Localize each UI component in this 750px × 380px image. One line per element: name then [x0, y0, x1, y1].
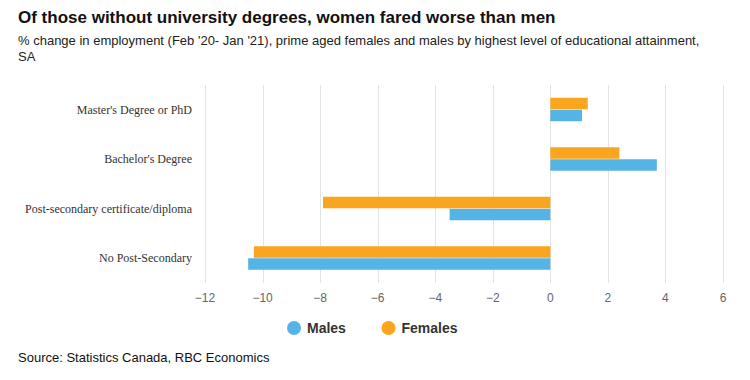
bar [450, 209, 551, 221]
bar [550, 110, 582, 122]
bar [550, 159, 656, 171]
bars [248, 98, 657, 270]
tick-label: −6 [371, 291, 385, 305]
subtitle: % change in employment (Feb '20- Jan '21… [18, 33, 718, 65]
category-label: Post-secondary certificate/diploma [25, 202, 193, 216]
legend-label: Males [307, 320, 346, 336]
category-label: Master's Degree or PhD [77, 103, 192, 117]
grid-line [608, 85, 609, 283]
tick-label: −4 [428, 291, 442, 305]
legend-marker [287, 321, 301, 335]
legend-marker [382, 321, 396, 335]
tick-label: 0 [547, 291, 554, 305]
tick-label: −2 [486, 291, 500, 305]
bar [550, 147, 619, 159]
tick-label: −12 [195, 291, 216, 305]
bar [248, 258, 550, 270]
bar [550, 98, 587, 110]
grid-line [723, 85, 724, 283]
legend-label: Females [402, 320, 458, 336]
source: Source: Statistics Canada, RBC Economics [18, 350, 269, 365]
bar [254, 246, 550, 258]
category-label: No Post-Secondary [99, 251, 192, 265]
bar [323, 197, 550, 209]
grid-line [665, 85, 666, 283]
chart: −12 −10 −8 −6 −4 −2 0 2 4 6 Master's Degree or PhD… [0, 0, 750, 380]
tick-label: −8 [313, 291, 327, 305]
tick-label: 4 [662, 291, 669, 305]
tick-label: 6 [720, 291, 727, 305]
grid-line [205, 85, 206, 283]
legend: Males Females [287, 320, 458, 336]
tick-label: −10 [252, 291, 273, 305]
title: Of those without university degrees, wom… [18, 8, 556, 28]
category-label: Bachelor's Degree [104, 152, 192, 166]
tick-label: 2 [605, 291, 612, 305]
